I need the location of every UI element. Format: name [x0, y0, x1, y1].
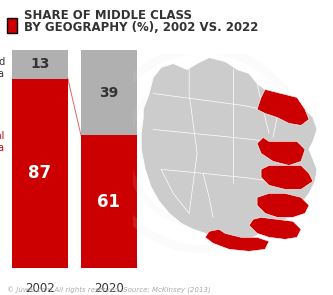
- Polygon shape: [261, 165, 313, 189]
- Text: 2020: 2020: [94, 281, 124, 294]
- Bar: [12, 50, 68, 78]
- Polygon shape: [257, 137, 305, 165]
- Text: Inland
China: Inland China: [0, 57, 5, 79]
- Polygon shape: [257, 89, 309, 125]
- Bar: [12, 78, 68, 268]
- Ellipse shape: [233, 255, 253, 267]
- Bar: [81, 135, 137, 268]
- Text: 87: 87: [28, 165, 52, 183]
- Bar: [81, 50, 137, 135]
- Polygon shape: [257, 193, 309, 217]
- Polygon shape: [205, 229, 269, 251]
- Polygon shape: [141, 58, 317, 243]
- Text: 2002: 2002: [25, 281, 55, 294]
- Text: SHARE OF MIDDLE CLASS: SHARE OF MIDDLE CLASS: [24, 9, 192, 22]
- Text: © Juwai.com All rights reserved. Source: McKinsey (2013): © Juwai.com All rights reserved. Source:…: [7, 286, 210, 294]
- Text: Coastal
China: Coastal China: [0, 131, 5, 153]
- Text: BY GEOGRAPHY (%), 2002 VS. 2022: BY GEOGRAPHY (%), 2002 VS. 2022: [24, 21, 258, 34]
- Polygon shape: [249, 217, 301, 239]
- Text: 61: 61: [97, 193, 120, 211]
- Text: 39: 39: [99, 86, 119, 100]
- Text: 13: 13: [30, 57, 50, 71]
